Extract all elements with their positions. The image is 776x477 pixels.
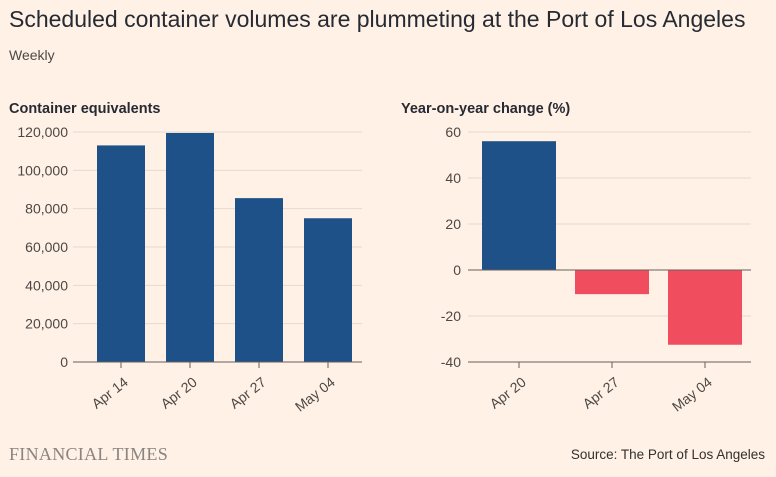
- right-ytick-label: -40: [441, 354, 461, 370]
- right-xtick-label: Apr 27: [579, 374, 622, 412]
- right-ytick-label: 20: [445, 216, 461, 232]
- ft-logo: FINANCIAL TIMES: [9, 444, 169, 464]
- left-ytick-label: 80,000: [25, 201, 68, 217]
- right-bar-apr-20: [482, 141, 556, 270]
- left-bar-apr-14: [97, 145, 145, 362]
- left-bar-apr-27: [235, 198, 283, 362]
- left-xtick-label: Apr 20: [157, 374, 200, 412]
- right-chart-title: Year-on-year change (%): [401, 101, 571, 117]
- left-xtick-label: Apr 14: [88, 374, 131, 412]
- right-bar-apr-27: [575, 270, 649, 295]
- left-ytick-label: 100,000: [17, 162, 68, 178]
- left-xtick-label: Apr 27: [226, 374, 269, 412]
- left-ytick-label: 60,000: [25, 239, 68, 255]
- left-ytick-label: 20,000: [25, 316, 68, 332]
- left-ytick-label: 0: [60, 354, 68, 370]
- right-bar-may-04: [668, 270, 742, 345]
- right-xtick-label: Apr 20: [486, 374, 529, 412]
- right-xtick-label: May 04: [669, 374, 715, 415]
- left-bar-may-04: [304, 218, 352, 362]
- right-ytick-label: 0: [453, 262, 461, 278]
- left-chart-title: Container equivalents: [9, 101, 161, 117]
- left-bar-apr-20: [166, 132, 214, 362]
- left-ytick-label: 120,000: [17, 124, 68, 140]
- right-ytick-label: 60: [445, 124, 461, 140]
- right-ytick-label: 40: [445, 170, 461, 186]
- source-note: Source: The Port of Los Angeles: [570, 447, 765, 462]
- chart-subtitle: Weekly: [9, 47, 55, 63]
- left-ytick-label: 40,000: [25, 277, 68, 293]
- left-xtick-label: May 04: [292, 374, 338, 415]
- right-ytick-label: -20: [441, 308, 461, 324]
- chart-title: Scheduled container volumes are plummeti…: [9, 6, 746, 32]
